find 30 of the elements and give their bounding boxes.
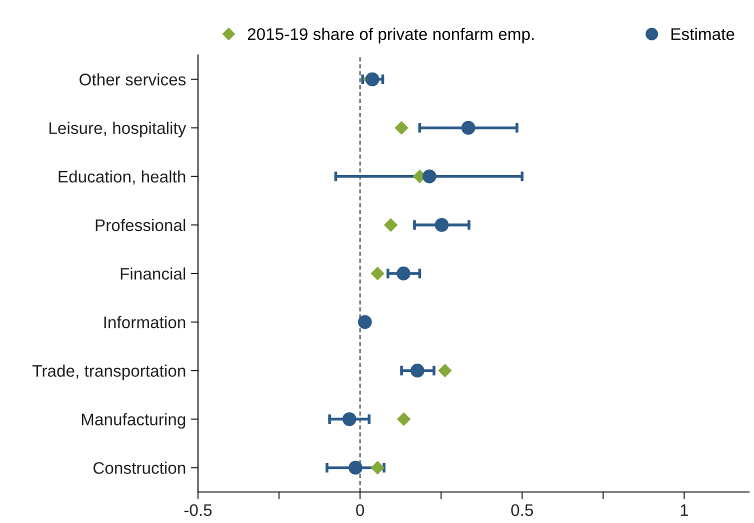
y-tick-label: Manufacturing [82,413,186,429]
y-tick-label: Trade, transportation [32,364,186,380]
x-tick-label: 1 [680,504,688,516]
y-tick-label: Financial [120,267,186,280]
point [396,412,411,426]
point [348,460,362,475]
point [394,120,408,135]
point [434,218,449,232]
y-tick-label: Construction [93,462,186,474]
point [384,218,398,232]
legend-label: Estimate [672,28,734,40]
point [370,460,384,475]
y-tick-label: Information [104,316,186,328]
y-tick-label: Other services [80,73,186,86]
y-tick-label: Professional [96,218,186,232]
point [358,315,372,329]
point [396,266,410,280]
point [422,169,436,184]
point [410,364,424,378]
x-tick-label: 0 [356,504,364,516]
point [342,412,356,426]
point [370,266,384,280]
point [365,72,380,86]
x-tick-label: 0.5 [511,504,534,516]
y-tick-label: Leisure, hospitality [50,122,186,138]
point [438,364,452,378]
legend-label: 2015-19 share of private nonfarm emp. [248,28,534,44]
x-tick-label: -0.5 [184,504,212,516]
y-tick-label: Education, health [58,170,186,185]
point [461,120,476,135]
